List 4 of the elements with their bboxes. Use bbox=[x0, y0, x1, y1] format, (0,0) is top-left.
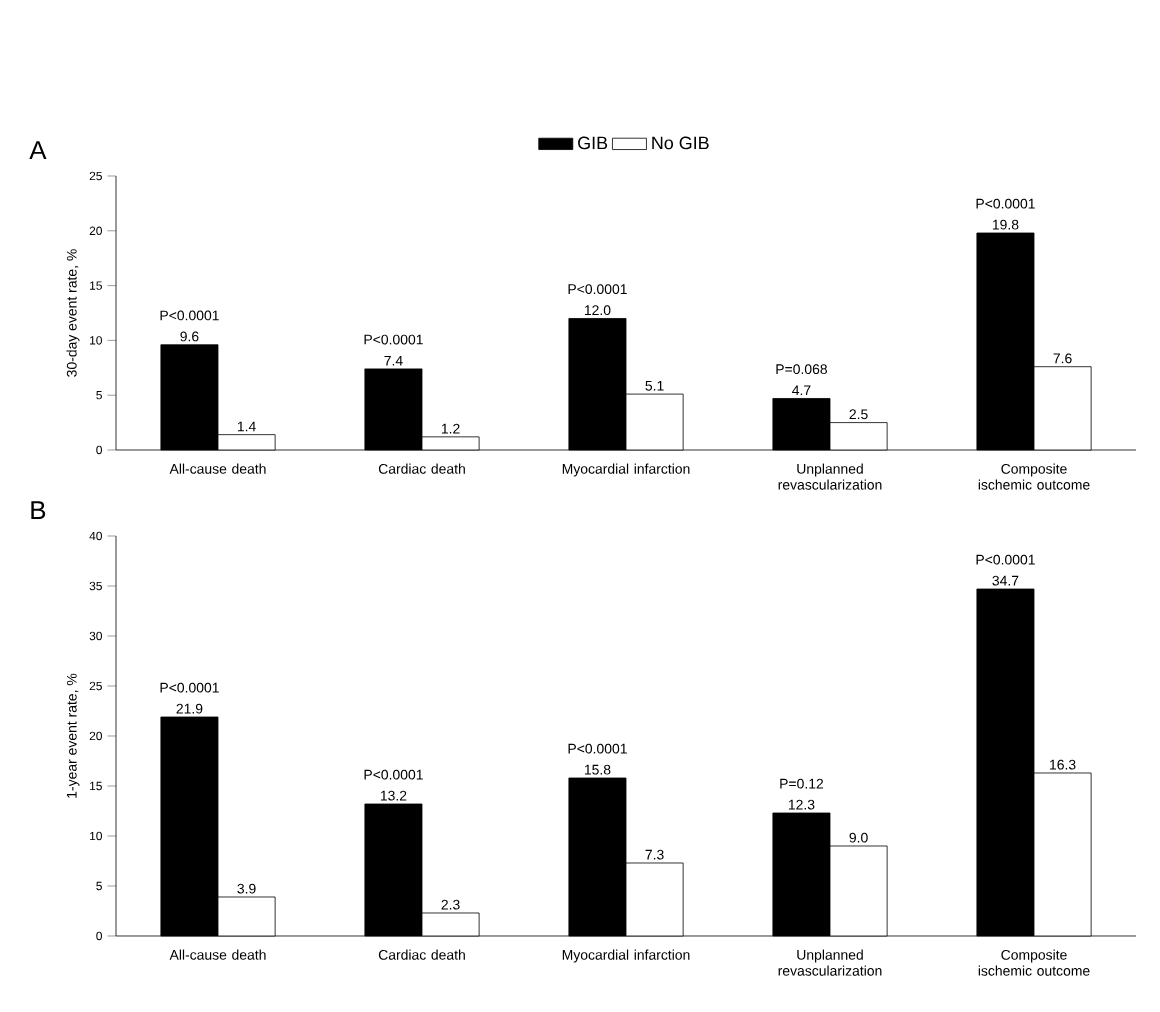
legend-label: No GIB bbox=[652, 136, 709, 150]
chart-title: B bbox=[31, 501, 46, 519]
legend-label: GIB bbox=[578, 136, 608, 150]
chart-title: A bbox=[29, 141, 47, 159]
